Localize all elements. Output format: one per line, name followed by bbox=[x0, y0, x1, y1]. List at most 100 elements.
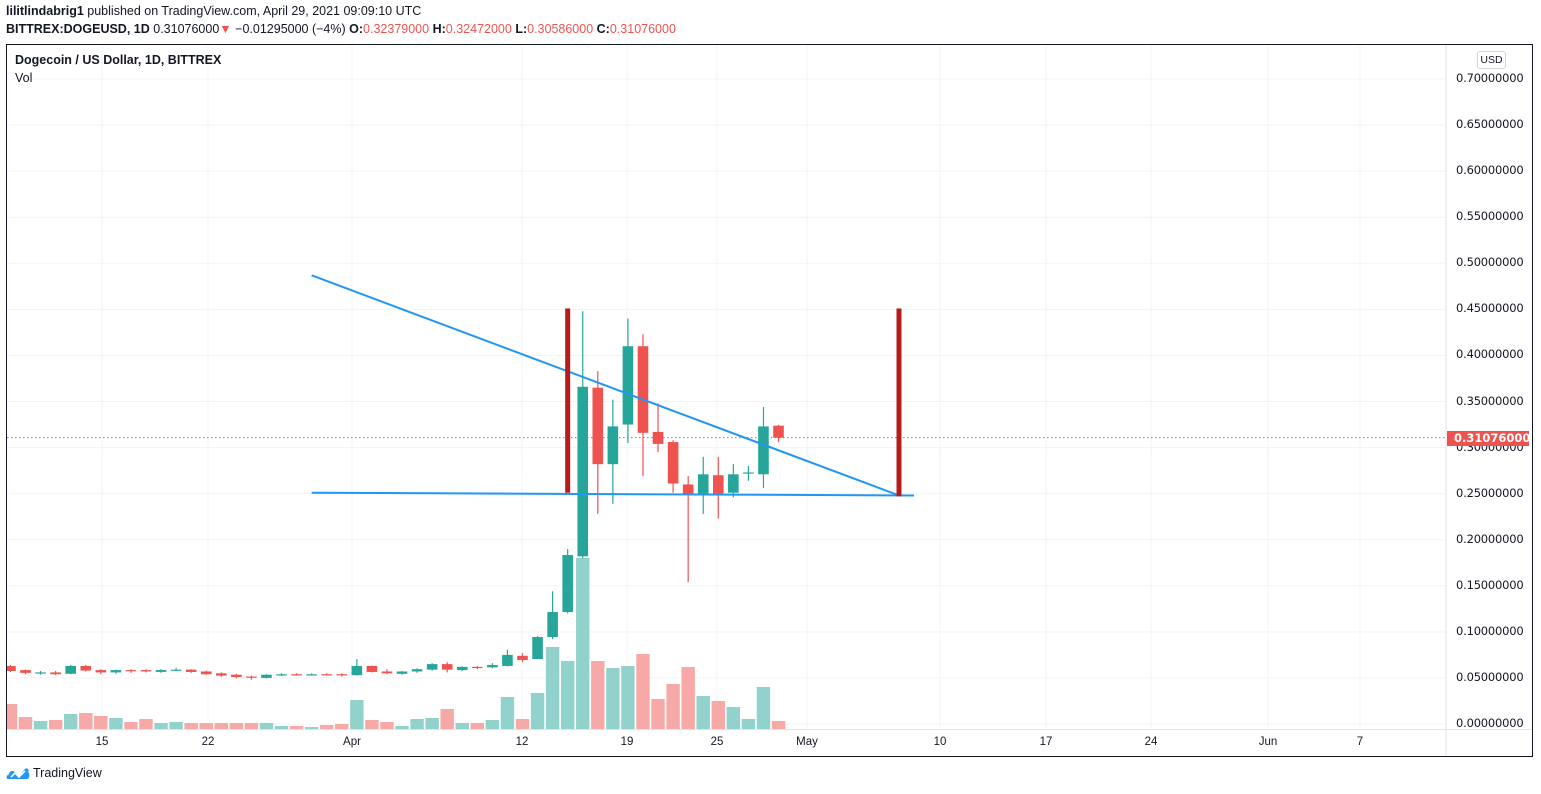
low-label: L: bbox=[515, 22, 528, 36]
descending-resistance-line bbox=[311, 274, 900, 497]
pole-left-bar bbox=[565, 308, 571, 493]
candle-body bbox=[577, 386, 589, 557]
price-tick-label: 0.50000000 bbox=[1456, 255, 1524, 270]
candle-body bbox=[65, 665, 76, 674]
time-tick-label: Jun bbox=[1258, 736, 1278, 748]
candle-body bbox=[231, 674, 242, 678]
volume-bar bbox=[244, 723, 259, 729]
time-tick-label: 22 bbox=[201, 736, 215, 748]
volume-bar bbox=[545, 647, 560, 729]
price-tick-label: 0.70000000 bbox=[1456, 71, 1524, 86]
price-tick-label: 0.20000000 bbox=[1456, 531, 1524, 546]
candle-body bbox=[728, 474, 739, 493]
candle-body bbox=[110, 670, 122, 673]
close-label: C: bbox=[596, 22, 610, 36]
time-tick-label: 24 bbox=[1144, 736, 1158, 748]
candle-body bbox=[682, 484, 694, 494]
volume-bar bbox=[109, 718, 123, 729]
volume-bar bbox=[591, 661, 605, 729]
tradingview-logo[interactable]: TradingView bbox=[6, 766, 102, 780]
brand-name: TradingView bbox=[33, 766, 102, 780]
volume-bar bbox=[33, 721, 48, 729]
volume-bar bbox=[425, 718, 439, 729]
open-value: 0.32379000 bbox=[363, 22, 430, 36]
candle-body bbox=[487, 665, 498, 668]
candle-body bbox=[185, 669, 197, 672]
volume-bar bbox=[154, 723, 168, 729]
price-tick-label: 0.40000000 bbox=[1456, 347, 1524, 362]
low-value: 0.30586000 bbox=[527, 22, 594, 36]
volume-bar bbox=[410, 719, 424, 729]
volume-bar bbox=[576, 558, 590, 729]
volume-bar bbox=[139, 719, 153, 729]
volume-bar bbox=[515, 719, 530, 729]
published-text: published on TradingView.com, April 29, … bbox=[87, 4, 422, 18]
candle-body bbox=[246, 676, 257, 678]
candle-body bbox=[50, 672, 61, 675]
price-tick-label: 0.05000000 bbox=[1456, 669, 1524, 684]
target-right-bar bbox=[896, 308, 902, 497]
candle-body bbox=[652, 431, 664, 444]
volume-bar bbox=[771, 721, 786, 729]
candle-body bbox=[216, 673, 227, 676]
volume-bar bbox=[726, 707, 741, 729]
price-tick-label: 0.55000000 bbox=[1456, 209, 1524, 224]
open-label: O: bbox=[349, 22, 364, 36]
volume-bar bbox=[470, 723, 485, 729]
candle-body bbox=[773, 425, 784, 438]
volume-bar bbox=[651, 699, 665, 729]
volume-bar bbox=[350, 700, 364, 729]
price-change: −0.01295000 (−4%) bbox=[235, 22, 346, 36]
candle-body bbox=[200, 671, 212, 675]
last-price-label: 0.31076000 bbox=[1447, 431, 1530, 446]
volume-bar bbox=[18, 717, 33, 729]
volume-bar bbox=[48, 720, 63, 729]
candle-body bbox=[381, 671, 393, 674]
time-tick-label: 12 bbox=[515, 736, 529, 748]
candle-body bbox=[170, 669, 182, 671]
candle-body bbox=[426, 664, 438, 670]
candle-body bbox=[592, 387, 604, 465]
publish-info: lilitlindabrig1 published on TradingView… bbox=[6, 4, 421, 18]
close-value: 0.31076000 bbox=[609, 22, 676, 36]
volume-bar bbox=[199, 723, 213, 729]
volume-bar bbox=[681, 667, 695, 729]
candle-body bbox=[547, 612, 558, 638]
last-price: 0.31076000 bbox=[153, 22, 220, 36]
symbol-label: BITTREX:DOGEUSD, 1D bbox=[6, 22, 150, 36]
price-tick-label: 0.60000000 bbox=[1456, 163, 1524, 178]
volume-bar bbox=[274, 726, 289, 729]
candle-body bbox=[637, 346, 649, 433]
price-tick-label: 0.45000000 bbox=[1456, 301, 1524, 316]
candle-body bbox=[743, 472, 754, 474]
time-tick-label: 17 bbox=[1039, 736, 1053, 748]
high-label: H: bbox=[432, 22, 446, 36]
volume-bar bbox=[485, 720, 500, 729]
volume-bar bbox=[169, 722, 183, 729]
candle-body bbox=[35, 672, 46, 674]
volume-bar bbox=[289, 726, 304, 729]
author-name[interactable]: lilitlindabrig1 bbox=[6, 4, 84, 18]
time-tick-label: 25 bbox=[710, 736, 724, 748]
volume-bar bbox=[124, 722, 138, 729]
candle-body bbox=[456, 666, 468, 671]
candle-body bbox=[155, 670, 167, 672]
currency-button[interactable]: USD bbox=[1477, 51, 1506, 69]
time-tick-label: 19 bbox=[620, 736, 634, 748]
time-tick-label: 10 bbox=[933, 736, 947, 748]
candle-body bbox=[562, 555, 573, 613]
candle-body bbox=[291, 674, 302, 676]
volume-bar bbox=[606, 668, 620, 729]
candle-body bbox=[411, 669, 423, 672]
volume-bar bbox=[79, 713, 93, 729]
volume-bar bbox=[304, 727, 319, 729]
volume-bar bbox=[94, 716, 108, 729]
candle-body bbox=[261, 674, 272, 678]
candle-body bbox=[517, 655, 528, 660]
price-tick-label: 0.10000000 bbox=[1456, 623, 1524, 638]
candle-body bbox=[125, 670, 137, 672]
candle-body bbox=[20, 670, 31, 673]
volume-bar bbox=[530, 693, 545, 729]
volume-bar bbox=[64, 714, 78, 729]
